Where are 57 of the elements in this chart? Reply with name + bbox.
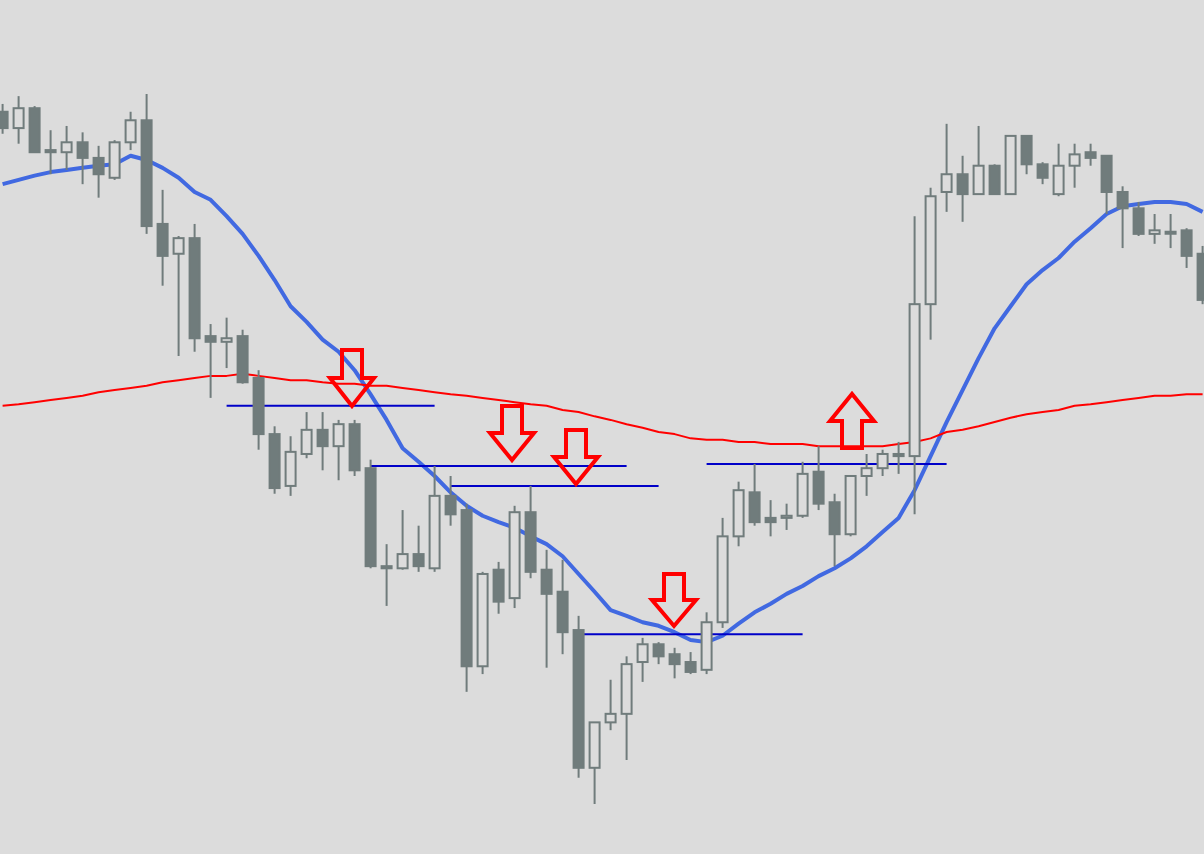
candlestick: [124, 110, 137, 152]
candlestick: [1116, 185, 1129, 250]
candlestick: [700, 611, 713, 676]
candlestick: [956, 154, 969, 223]
candlestick: [764, 499, 777, 538]
candlestick: [1164, 213, 1177, 250]
candlestick: [796, 460, 809, 519]
candlestick: [412, 524, 425, 573]
candlestick: [748, 462, 761, 527]
candlestick: [1052, 142, 1065, 198]
candlestick: [396, 509, 409, 571]
candlestick: [652, 641, 665, 666]
candlestick: [44, 129, 57, 176]
candlestick: [940, 122, 953, 213]
candlestick: [492, 560, 505, 615]
candlestick: [28, 105, 41, 154]
candlestick: [444, 474, 457, 527]
candlestick: [236, 328, 249, 385]
candlestick: [1036, 161, 1049, 186]
candlestick: [876, 448, 889, 477]
candlestick: [300, 411, 313, 460]
candlestick: [172, 235, 185, 357]
candlestick: [1020, 134, 1033, 176]
candlestick: [684, 651, 697, 676]
candlestick: [588, 721, 601, 806]
candlestick: [60, 124, 73, 171]
candlestick: [204, 323, 217, 399]
candlestick: [732, 480, 745, 548]
candlestick: [892, 440, 905, 475]
candlestick: [316, 411, 329, 472]
candlestick: [12, 95, 25, 145]
candlestick: [1068, 142, 1081, 189]
candlestick: [108, 139, 121, 181]
candlestick: [284, 435, 297, 497]
candlestick: [348, 418, 361, 477]
candlestick: [828, 492, 841, 568]
candlestick: [988, 163, 1001, 196]
candlestick: [1180, 227, 1193, 269]
candlestick: [812, 445, 825, 512]
candlestick: [860, 452, 873, 497]
candlestick: [220, 316, 233, 370]
candlestick: [1084, 142, 1097, 167]
candlestick: [556, 558, 569, 656]
candlestick: [540, 548, 553, 669]
candlestick: [332, 418, 345, 482]
candlestick: [972, 124, 985, 196]
candlestick: [668, 646, 681, 680]
candlestick: [1132, 200, 1145, 238]
candlestick: [1148, 213, 1161, 245]
candlestick: [76, 131, 89, 186]
candlestick: [780, 502, 793, 531]
candlestick: [92, 144, 105, 199]
candlestick: [1100, 154, 1113, 215]
candlestick: [636, 636, 649, 683]
candlestick: [156, 188, 169, 287]
candlestick: [604, 678, 617, 732]
candlestick: [380, 543, 393, 607]
